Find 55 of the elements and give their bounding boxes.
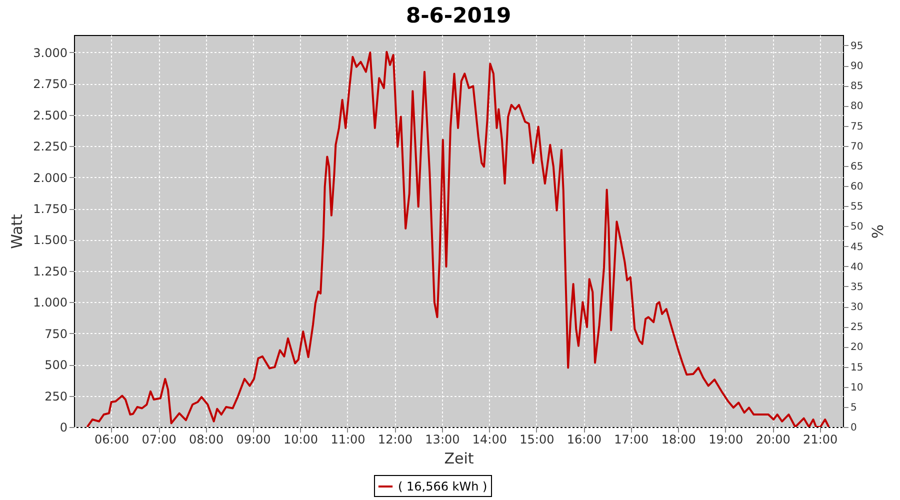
y2-tick-label: 25 <box>850 322 864 334</box>
y-tick-label: 2.250 <box>33 140 68 154</box>
y2-tick-label: 55 <box>850 202 864 213</box>
x-tick-label: 14:00 <box>472 432 507 446</box>
y2-tick-label: 70 <box>850 141 864 152</box>
x-tick-label: 16:00 <box>566 432 602 446</box>
x-tick-label: 15:00 <box>520 432 554 446</box>
x-tick-label: 13:00 <box>425 432 460 446</box>
y2-tick-label: 45 <box>850 242 864 253</box>
y2-tick-label: 20 <box>850 342 864 354</box>
y2-tick-label: 75 <box>850 121 864 132</box>
y-tick-label: 1.500 <box>33 233 68 248</box>
y2-tick-label: 30 <box>850 302 864 314</box>
y-tick-label: 250 <box>44 389 68 404</box>
y2-tick-label: 35 <box>850 282 864 293</box>
y2-tick-label: 0 <box>850 422 857 434</box>
y2-tick-label: 90 <box>850 61 864 72</box>
legend-label: ( 16,566 kWh ) <box>398 480 488 494</box>
x-tick-label: 19:00 <box>708 432 744 446</box>
chart-title: 8-6-2019 <box>406 3 512 28</box>
x-tick-label: 17:00 <box>614 432 649 446</box>
x-tick-label: 12:00 <box>378 432 413 446</box>
x-tick-label: 09:00 <box>236 432 271 446</box>
x-axis-title: Zeit <box>444 450 474 468</box>
y2-tick-label: 5 <box>850 402 857 414</box>
y-tick-label: 2.500 <box>33 108 68 122</box>
x-tick-label: 11:00 <box>330 432 366 446</box>
y2-tick-label: 10 <box>850 382 864 394</box>
y-tick-label: 1.000 <box>33 296 68 310</box>
y-tick-label: 3.000 <box>33 46 68 60</box>
x-tick-label: 21:00 <box>803 432 838 446</box>
y2-tick-label: 50 <box>850 222 864 233</box>
y2-tick-label: 80 <box>850 101 864 112</box>
x-tick-label: 06:00 <box>94 432 130 446</box>
y-tick-label: 750 <box>44 326 68 341</box>
x-tick-label: 20:00 <box>756 432 790 446</box>
y-tick-label: 1.250 <box>33 264 68 278</box>
y2-tick-label: 15 <box>850 362 864 374</box>
x-tick-label: 18:00 <box>661 432 696 446</box>
y2-tick-label: 95 <box>850 40 864 52</box>
y-tick-label: 2.000 <box>33 170 68 185</box>
y-tick-label: 0 <box>60 420 68 434</box>
y2-tick-label: 60 <box>850 182 864 193</box>
y-tick-label: 1.750 <box>33 202 68 216</box>
y2-tick-label: 40 <box>850 262 864 273</box>
x-tick-label: 10:00 <box>283 432 318 446</box>
y-tick-label: 2.750 <box>33 77 68 92</box>
x-tick-label: 08:00 <box>188 432 224 446</box>
y-tick-label: 500 <box>44 358 68 372</box>
y2-tick-label: 85 <box>850 81 864 92</box>
y2-tick-label: 65 <box>850 161 864 172</box>
y-axis-title: Watt <box>8 214 26 249</box>
line-series <box>86 50 830 427</box>
y2-axis-title: % <box>868 224 886 239</box>
x-tick-label: 07:00 <box>142 432 176 446</box>
